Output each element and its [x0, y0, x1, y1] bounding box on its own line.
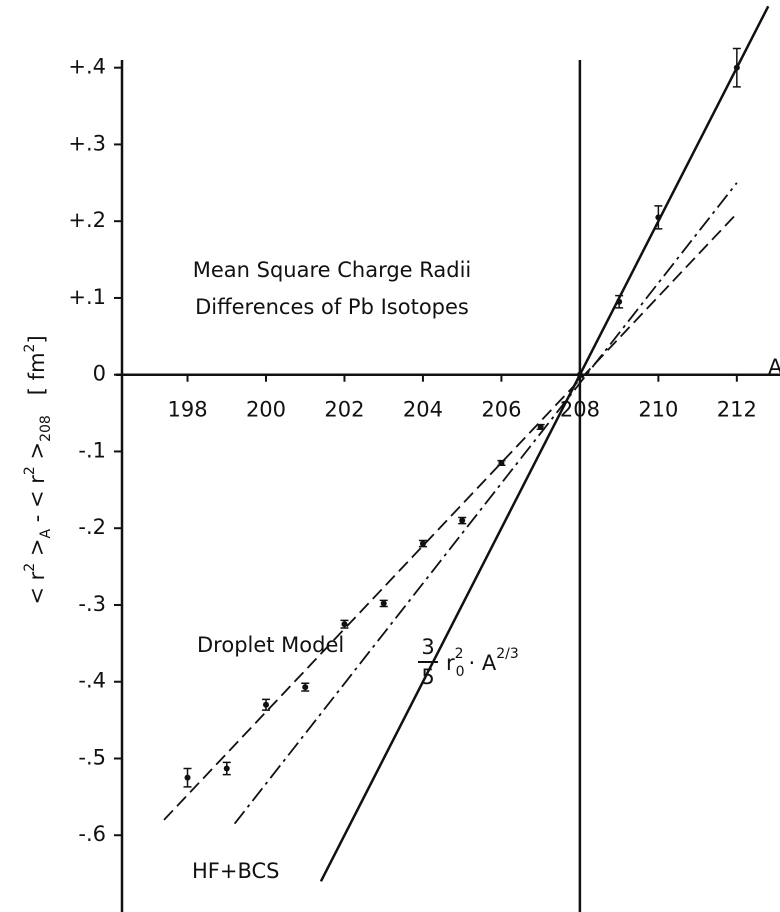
- x-tick-label: 206: [481, 398, 521, 422]
- y-tick-label: -.5: [78, 745, 106, 769]
- formula-part: 5: [421, 665, 434, 689]
- y-label-part: >: [25, 539, 49, 563]
- y-tick-label: -.1: [78, 438, 106, 462]
- formula-part: 0: [456, 664, 465, 680]
- data-point: [655, 214, 662, 221]
- y-label-part: ]: [25, 335, 49, 343]
- y-label-part: - < r: [25, 475, 49, 529]
- y-tick-label: -.3: [78, 592, 106, 616]
- chart-title: Differences of Pb Isotopes: [195, 295, 469, 319]
- data-point: [262, 701, 269, 708]
- data-point: [184, 774, 191, 781]
- model-line: [233, 182, 738, 825]
- data-point: [498, 459, 505, 466]
- model-line: [319, 5, 770, 882]
- y-label-part: [ fm: [25, 352, 49, 395]
- chart-title: Mean Square Charge Radii: [193, 258, 472, 282]
- data-point: [419, 540, 426, 547]
- data-point: [302, 684, 309, 691]
- y-tick-label: +.2: [68, 208, 106, 232]
- formula: 3 5 r2 0 · A2/3: [418, 635, 519, 689]
- x-tick-label: 200: [246, 398, 286, 422]
- y-axis-label: < r2 >A - < r2 >208[ fm2]: [22, 335, 54, 604]
- line-label: HF+BCS: [192, 859, 280, 883]
- data-point: [576, 371, 583, 378]
- y-tick-label: +.3: [68, 131, 106, 155]
- formula-part: r: [446, 651, 455, 675]
- y-label-part: < r: [25, 571, 49, 604]
- y-label-part: 2: [22, 344, 38, 353]
- data-point: [537, 423, 544, 430]
- data-point: [223, 765, 230, 772]
- y-tick-label: 0: [93, 362, 106, 386]
- y-tick-label: +.1: [68, 285, 106, 309]
- y-label-part: 208: [38, 415, 54, 442]
- data-point: [380, 600, 387, 607]
- formula-part: r2 0 · A2/3: [446, 646, 519, 680]
- data-point: [459, 517, 466, 524]
- x-tick-label: 212: [717, 398, 757, 422]
- line-label: Droplet Model: [197, 633, 344, 657]
- data-point: [341, 621, 348, 628]
- formula-part: 2/3: [496, 646, 519, 662]
- y-label-part: 2: [22, 466, 38, 475]
- y-label-part: >: [25, 442, 49, 466]
- formula-part: 3: [421, 635, 434, 659]
- x-tick-label: 202: [324, 398, 364, 422]
- data-point: [733, 64, 740, 71]
- y-label-part: 2: [22, 563, 38, 572]
- x-tick-label: 198: [167, 398, 207, 422]
- data-point: [616, 298, 623, 305]
- x-tick-label: 210: [638, 398, 678, 422]
- formula-part: · A: [468, 651, 496, 675]
- x-axis-label: A: [768, 355, 780, 379]
- formula-part: 2: [455, 646, 464, 662]
- y-tick-label: -.2: [78, 515, 106, 539]
- y-tick-label: -.4: [78, 669, 106, 693]
- y-label-part: A: [38, 529, 54, 539]
- x-tick-label: 204: [403, 398, 443, 422]
- y-tick-label: +.4: [68, 55, 106, 79]
- model-line: [163, 212, 738, 821]
- y-tick-label: -.6: [78, 822, 106, 846]
